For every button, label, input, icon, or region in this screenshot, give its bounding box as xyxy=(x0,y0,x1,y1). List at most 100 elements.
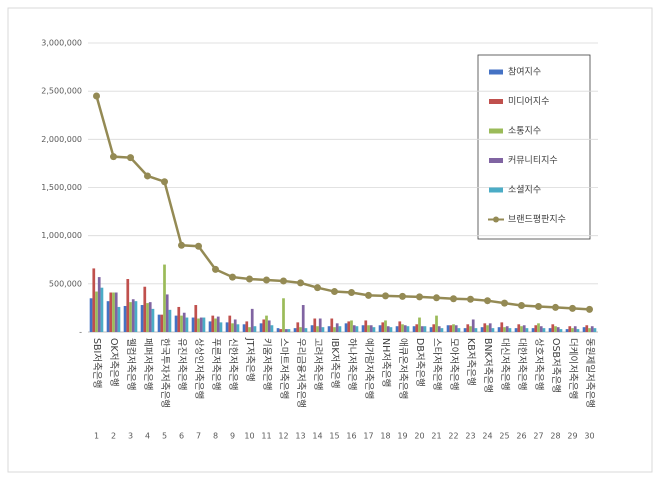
line-point xyxy=(246,275,253,283)
rank-label: 25 xyxy=(499,432,509,441)
bar xyxy=(415,324,419,332)
bar xyxy=(335,323,339,332)
bar xyxy=(497,327,501,332)
bar xyxy=(361,325,365,332)
bar xyxy=(216,316,220,332)
rank-label: 6 xyxy=(179,432,184,441)
line-point xyxy=(280,277,287,285)
x-tick-label: JT저축은행 xyxy=(244,337,256,382)
bar xyxy=(282,298,285,332)
line-point xyxy=(382,292,389,300)
y-tick-label: - xyxy=(79,328,82,337)
bar xyxy=(352,325,356,332)
bar xyxy=(480,327,484,332)
rank-label: 14 xyxy=(312,432,322,441)
bar xyxy=(106,301,110,332)
line-point xyxy=(178,241,185,249)
line-point xyxy=(263,276,270,284)
rank-label: 12 xyxy=(278,432,288,441)
bar xyxy=(296,322,300,332)
x-tick-label: 더케이저축은행 xyxy=(567,338,579,399)
rank-label: 5 xyxy=(162,432,167,441)
rank-label: 19 xyxy=(397,432,407,441)
line-point xyxy=(586,305,593,313)
bar xyxy=(318,318,322,332)
x-tick-label: 웰컴저축은행 xyxy=(125,338,137,390)
bar xyxy=(364,320,368,332)
bar xyxy=(446,325,450,332)
bar xyxy=(333,327,336,332)
line-point xyxy=(331,288,338,296)
line-point xyxy=(314,284,321,292)
bar xyxy=(367,325,370,332)
x-tick-label: 키움저축은행 xyxy=(261,338,273,390)
legend-swatch xyxy=(489,187,503,193)
rank-label: 21 xyxy=(431,432,441,441)
rank-label: 9 xyxy=(230,432,235,441)
bar xyxy=(514,328,518,332)
x-tick-label: KB저축은행 xyxy=(465,338,477,386)
line-point xyxy=(433,294,440,302)
x-tick-label: 페퍼저축은행 xyxy=(142,338,154,390)
bar xyxy=(372,327,376,332)
x-tick-label: BNK저축은행 xyxy=(482,338,494,393)
bar xyxy=(505,326,509,332)
x-tick-label: 모아저축은행 xyxy=(448,338,460,390)
bar xyxy=(517,324,521,332)
x-tick-label: 하나저축은행 xyxy=(346,338,358,390)
y-tick-label: 2,500,000 xyxy=(41,87,82,96)
bar xyxy=(554,326,557,332)
bar xyxy=(327,326,331,332)
bar xyxy=(197,318,200,332)
bar xyxy=(293,328,297,332)
bar xyxy=(165,294,169,332)
bar xyxy=(143,286,147,332)
line-point xyxy=(110,153,117,161)
bar xyxy=(265,315,268,332)
bar xyxy=(259,323,263,332)
bar xyxy=(503,327,506,332)
rank-label: 27 xyxy=(533,432,543,441)
bar xyxy=(500,322,504,332)
legend-swatch xyxy=(489,99,503,104)
bar xyxy=(338,326,342,332)
bar xyxy=(174,315,178,332)
x-tick-label: SBI저축은행 xyxy=(91,338,103,388)
bar xyxy=(228,315,232,332)
x-tick-label: OK저축은행 xyxy=(108,338,120,387)
bar xyxy=(525,328,529,332)
rank-label: 30 xyxy=(584,432,594,441)
rank-label: 29 xyxy=(567,432,577,441)
rank-label: 2 xyxy=(111,432,116,441)
bar xyxy=(534,325,538,332)
y-tick-label: 1,500,000 xyxy=(41,183,82,192)
bar xyxy=(412,326,416,332)
bar xyxy=(242,324,246,332)
line-point xyxy=(144,172,151,180)
bar xyxy=(403,325,407,332)
bar xyxy=(423,326,427,332)
bar xyxy=(316,326,319,332)
bar xyxy=(576,329,580,332)
bar xyxy=(199,317,203,332)
y-tick-label: 1,000,000 xyxy=(41,231,82,240)
bar xyxy=(556,327,560,332)
bar xyxy=(112,292,115,332)
rank-label: 17 xyxy=(363,432,373,441)
bar xyxy=(551,324,555,332)
bar xyxy=(539,326,543,332)
x-tick-label: 동원제일저축은행 xyxy=(584,338,596,408)
rank-label: 10 xyxy=(244,432,254,441)
bar xyxy=(420,326,424,332)
bar xyxy=(474,328,478,332)
bar xyxy=(452,324,455,332)
bar xyxy=(236,324,240,332)
bar xyxy=(440,328,444,332)
bar xyxy=(350,320,353,332)
bar xyxy=(270,325,274,332)
legend-label: 소셜지수 xyxy=(508,185,541,196)
rank-label: 8 xyxy=(213,432,218,441)
bar xyxy=(214,318,217,332)
bar xyxy=(344,323,348,332)
